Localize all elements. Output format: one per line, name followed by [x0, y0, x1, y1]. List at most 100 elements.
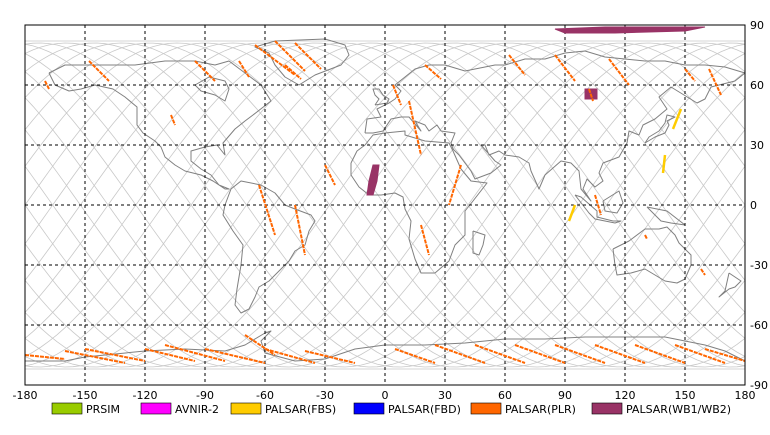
longitude-tick-labels: -180 -150 -120 -90 -60 -30 0 30 60 90 120 150 180	[13, 389, 756, 402]
plr-strip	[304, 350, 356, 364]
plr-strip	[684, 68, 696, 82]
japan-coast	[644, 114, 676, 144]
legend-label: PRSIM	[86, 403, 120, 416]
lat-tick-label: 0	[750, 199, 757, 212]
plr-strip	[644, 234, 648, 240]
south-america-coast	[222, 180, 316, 314]
legend-item-palsar_fbs: PALSAR(FBS)	[230, 402, 336, 416]
eurasia-coast	[364, 50, 746, 202]
uk-coast	[372, 88, 390, 106]
orbit-track	[24, 42, 746, 368]
plr-strip	[674, 344, 726, 364]
legend-swatch	[140, 402, 172, 415]
lon-tick-label: 120	[615, 389, 636, 402]
legend: PRSIM AVNIR-2 PALSAR(FBS) PALSAR(FBD) PALSAR…	[51, 402, 731, 416]
wb-area-arctic	[554, 26, 706, 34]
lat-tick-label: -90	[750, 379, 768, 392]
plr-strip	[64, 350, 126, 364]
legend-item-prism: PRSIM	[51, 402, 120, 416]
plr-strip	[434, 344, 486, 364]
plr-strip	[508, 54, 526, 76]
plr-strip	[554, 54, 576, 82]
lon-tick-label: 150	[675, 389, 696, 402]
lon-tick-label: -120	[133, 389, 158, 402]
fbs-strip	[671, 108, 683, 130]
legend-item-avnir2: AVNIR-2	[140, 402, 219, 416]
palsar-fbs-footprints	[567, 108, 683, 222]
plr-strip	[44, 80, 50, 90]
plr-strip	[700, 268, 706, 276]
plr-strip	[394, 348, 436, 364]
australia-coast	[612, 226, 692, 284]
madagascar-coast	[472, 230, 486, 256]
plr-strip	[204, 348, 266, 364]
lat-tick-label: 30	[750, 139, 764, 152]
lon-tick-label: 0	[382, 389, 389, 402]
plr-strip	[264, 348, 316, 364]
wb-area-africa	[366, 164, 380, 196]
lon-tick-label: 60	[498, 389, 512, 402]
legend-label: AVNIR-2	[175, 403, 219, 416]
legend-label: PALSAR(FBD)	[388, 403, 461, 416]
plr-strip	[88, 60, 110, 82]
plr-strip	[588, 88, 594, 102]
lon-tick-label: -90	[196, 389, 214, 402]
plr-strip	[258, 184, 276, 236]
greenland-coast	[254, 38, 350, 86]
plr-strip	[324, 164, 336, 186]
plr-strip	[594, 344, 646, 364]
plr-strip	[708, 68, 722, 96]
legend-swatch	[591, 402, 623, 415]
plr-strip	[144, 348, 196, 362]
plr-strip	[608, 58, 630, 86]
legend-swatch	[51, 402, 83, 415]
north-america-coast	[48, 60, 272, 190]
legend-label: PALSAR(PLR)	[505, 403, 576, 416]
lon-tick-label: -30	[316, 389, 334, 402]
plr-strip	[164, 344, 226, 362]
plr-strip	[514, 344, 566, 364]
plr-strip	[194, 60, 216, 82]
lon-tick-label: -150	[73, 389, 98, 402]
plr-strip	[704, 348, 746, 362]
new-guinea-coast	[646, 206, 686, 226]
plr-strip	[554, 344, 606, 364]
fbs-strip	[661, 154, 667, 174]
plr-strip	[448, 164, 462, 206]
legend-item-palsar_fbd: PALSAR(FBD)	[353, 402, 461, 416]
legend-item-palsar_wb: PALSAR(WB1/WB2)	[591, 402, 731, 416]
borneo-coast	[602, 190, 624, 214]
lon-tick-label: 180	[735, 389, 756, 402]
legend-swatch	[470, 402, 502, 415]
lat-tick-label: -60	[750, 319, 768, 332]
africa-coast	[350, 130, 488, 274]
indonesia-coast	[574, 194, 622, 224]
palsar-plr-footprints	[24, 40, 746, 364]
lat-tick-label: -30	[750, 259, 768, 272]
plr-strip	[594, 194, 602, 216]
plr-strip	[170, 114, 176, 126]
lat-tick-label: 90	[750, 19, 764, 32]
plr-strip	[284, 64, 302, 80]
lon-tick-label: -180	[13, 389, 38, 402]
plr-strip	[420, 224, 430, 256]
legend-swatch	[230, 402, 262, 415]
latitude-tick-labels: 90 60 30 0 -30 -60 -90	[750, 19, 768, 392]
plr-strip	[294, 42, 322, 70]
legend-label: PALSAR(WB1/WB2)	[626, 403, 731, 416]
legend-label: PALSAR(FBS)	[265, 403, 336, 416]
palsar-wb-footprints	[366, 26, 706, 196]
map-frame	[24, 24, 746, 386]
plr-strip	[254, 44, 296, 76]
fbs-strip	[567, 204, 577, 222]
plr-strip	[274, 40, 306, 72]
legend-swatch	[353, 402, 385, 415]
plr-strip	[392, 84, 402, 106]
lon-tick-label: 90	[558, 389, 572, 402]
plr-strip	[238, 60, 250, 78]
plr-strip	[84, 348, 146, 362]
plr-strip	[424, 64, 442, 80]
plr-strip	[408, 100, 422, 156]
